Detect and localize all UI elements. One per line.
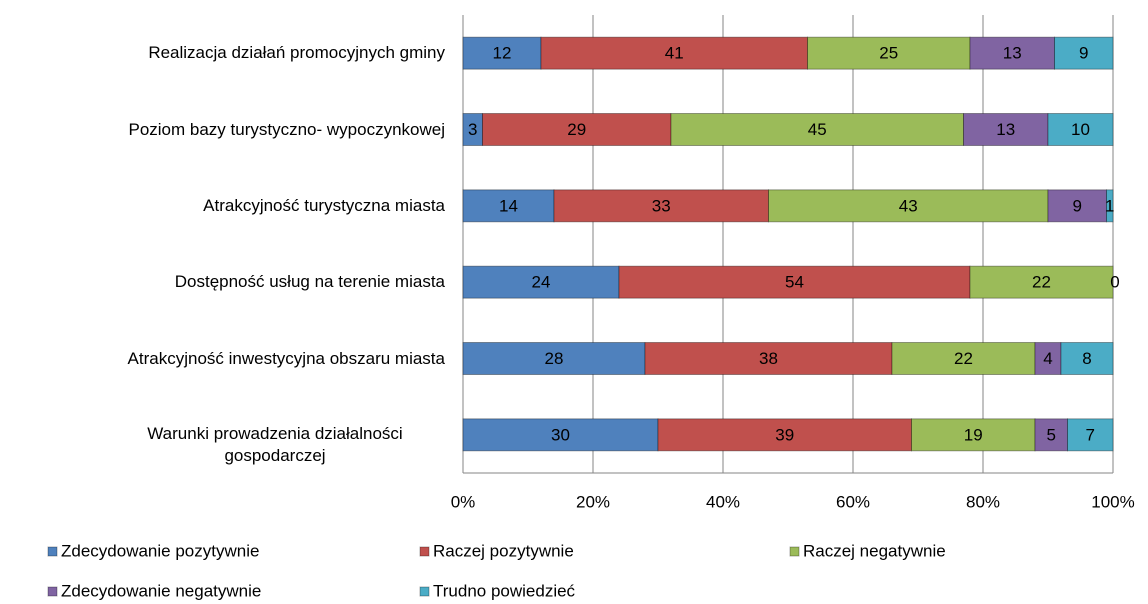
bar-segment	[891, 342, 1036, 375]
bar-segment	[618, 265, 971, 299]
data-label: 7	[1086, 425, 1095, 444]
data-label: 30	[551, 425, 570, 444]
data-label: 33	[652, 196, 671, 215]
bar-segment	[462, 265, 620, 299]
data-label: 41	[665, 44, 684, 63]
data-label: 5	[1047, 425, 1056, 444]
data-label: 22	[954, 349, 973, 368]
bar-segment	[1067, 418, 1114, 452]
legend-label: Zdecydowanie pozytywnie	[61, 541, 259, 560]
bar-segment	[1034, 342, 1062, 375]
data-label: 13	[996, 120, 1015, 139]
y-tick-label: Warunki prowadzenia działalności gospoda…	[147, 423, 403, 465]
data-label: 9	[1073, 196, 1082, 215]
data-label: 12	[493, 44, 512, 63]
bar-segment	[462, 342, 646, 375]
x-tick-label: 0%	[451, 492, 476, 511]
bar-segment	[462, 189, 555, 223]
legend-label: Raczej pozytywnie	[433, 541, 574, 560]
bar-segment	[553, 189, 769, 223]
legend-swatch	[419, 586, 430, 597]
bar-segment	[1054, 36, 1114, 70]
data-label: 0	[1110, 273, 1119, 292]
data-label: 19	[964, 425, 983, 444]
data-label: 14	[499, 196, 518, 215]
bar-segment	[969, 36, 1055, 70]
data-label: 24	[532, 273, 551, 292]
bar-segment	[657, 418, 912, 452]
data-label: 22	[1032, 273, 1051, 292]
legend-label: Trudno powiedzieć	[433, 581, 576, 600]
y-tick-label: Poziom bazy turystyczno- wypoczynkowej	[128, 119, 445, 139]
data-label: 39	[775, 425, 794, 444]
bar-segment	[462, 36, 542, 70]
bar-segment	[462, 418, 659, 452]
data-label: 43	[899, 196, 918, 215]
legend-label: Raczej negatywnie	[803, 541, 946, 560]
data-label: 54	[785, 273, 804, 292]
bar-segment	[1047, 189, 1107, 223]
data-label: 28	[545, 349, 564, 368]
y-tick-label: Realizacja działań promocyjnych gminy	[148, 43, 445, 63]
x-tick-label: 40%	[706, 492, 740, 511]
y-tick-label: Atrakcyjność turystyczna miasta	[203, 195, 445, 215]
bar-segment	[963, 113, 1049, 146]
data-label: 29	[567, 120, 586, 139]
bar-segment	[807, 36, 971, 70]
data-label: 1	[1105, 196, 1114, 215]
data-label: 8	[1082, 349, 1091, 368]
legend-swatch	[47, 546, 58, 557]
bar-segment	[768, 189, 1049, 223]
data-label: 4	[1043, 349, 1052, 368]
bar-segment	[670, 113, 964, 146]
x-tick-label: 100%	[1091, 492, 1134, 511]
legend-label: Zdecydowanie negatywnie	[61, 581, 261, 600]
bar-segment	[482, 113, 672, 146]
bar-segment	[1060, 342, 1114, 375]
x-tick-label: 20%	[576, 492, 610, 511]
x-tick-label: 60%	[836, 492, 870, 511]
data-label: 10	[1071, 120, 1090, 139]
legend-swatch	[789, 546, 800, 557]
bar-segment	[911, 418, 1036, 452]
bar-segment	[969, 265, 1114, 299]
bar-segment	[540, 36, 808, 70]
data-label: 3	[468, 120, 477, 139]
legend-swatch	[419, 546, 430, 557]
data-label: 38	[759, 349, 778, 368]
x-tick-label: 80%	[966, 492, 1000, 511]
data-label: 13	[1003, 44, 1022, 63]
y-tick-label: Atrakcyjność inwestycyjna obszaru miasta	[127, 348, 445, 368]
y-tick-label: Dostępność usług na terenie miasta	[174, 272, 445, 292]
bar-segment	[1047, 113, 1114, 146]
data-label: 45	[808, 120, 827, 139]
legend-swatch	[47, 586, 58, 597]
bar-segment	[1106, 189, 1114, 223]
data-label: 9	[1079, 44, 1088, 63]
data-label: 25	[879, 44, 898, 63]
